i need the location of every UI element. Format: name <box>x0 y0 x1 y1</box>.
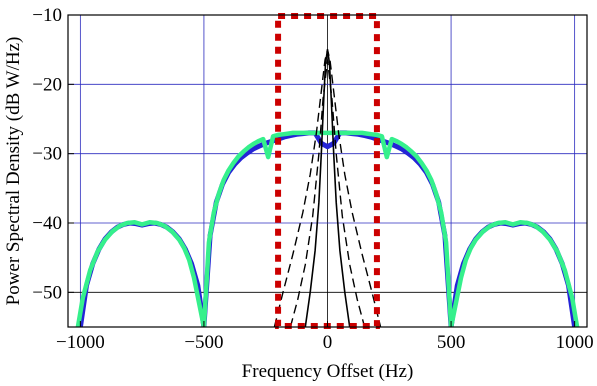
black-dashed-envelope <box>273 49 382 327</box>
y-axis-title: Power Spectral Density (dB W/Hz) <box>3 37 24 306</box>
y-tick-label: −40 <box>32 213 62 234</box>
x-tick-label: −1000 <box>56 332 105 353</box>
x-tick-label: 1000 <box>556 332 594 353</box>
x-axis-title: Frequency Offset (Hz) <box>242 361 414 382</box>
axis-ticks: −1000 −500 0 500 1000 −10 −20 −30 −40 −50 <box>32 5 593 353</box>
y-tick-label: −30 <box>32 144 62 165</box>
x-tick-label: −500 <box>184 332 223 353</box>
y-tick-label: −50 <box>32 282 62 303</box>
green-spectrum-line <box>75 130 580 327</box>
y-tick-label: −10 <box>32 5 62 26</box>
x-tick-label: 500 <box>437 332 466 353</box>
data-series <box>75 48 580 327</box>
x-tick-label: 0 <box>323 332 333 353</box>
black-dashed-envelope <box>289 59 366 327</box>
y-tick-label: −20 <box>32 74 62 95</box>
